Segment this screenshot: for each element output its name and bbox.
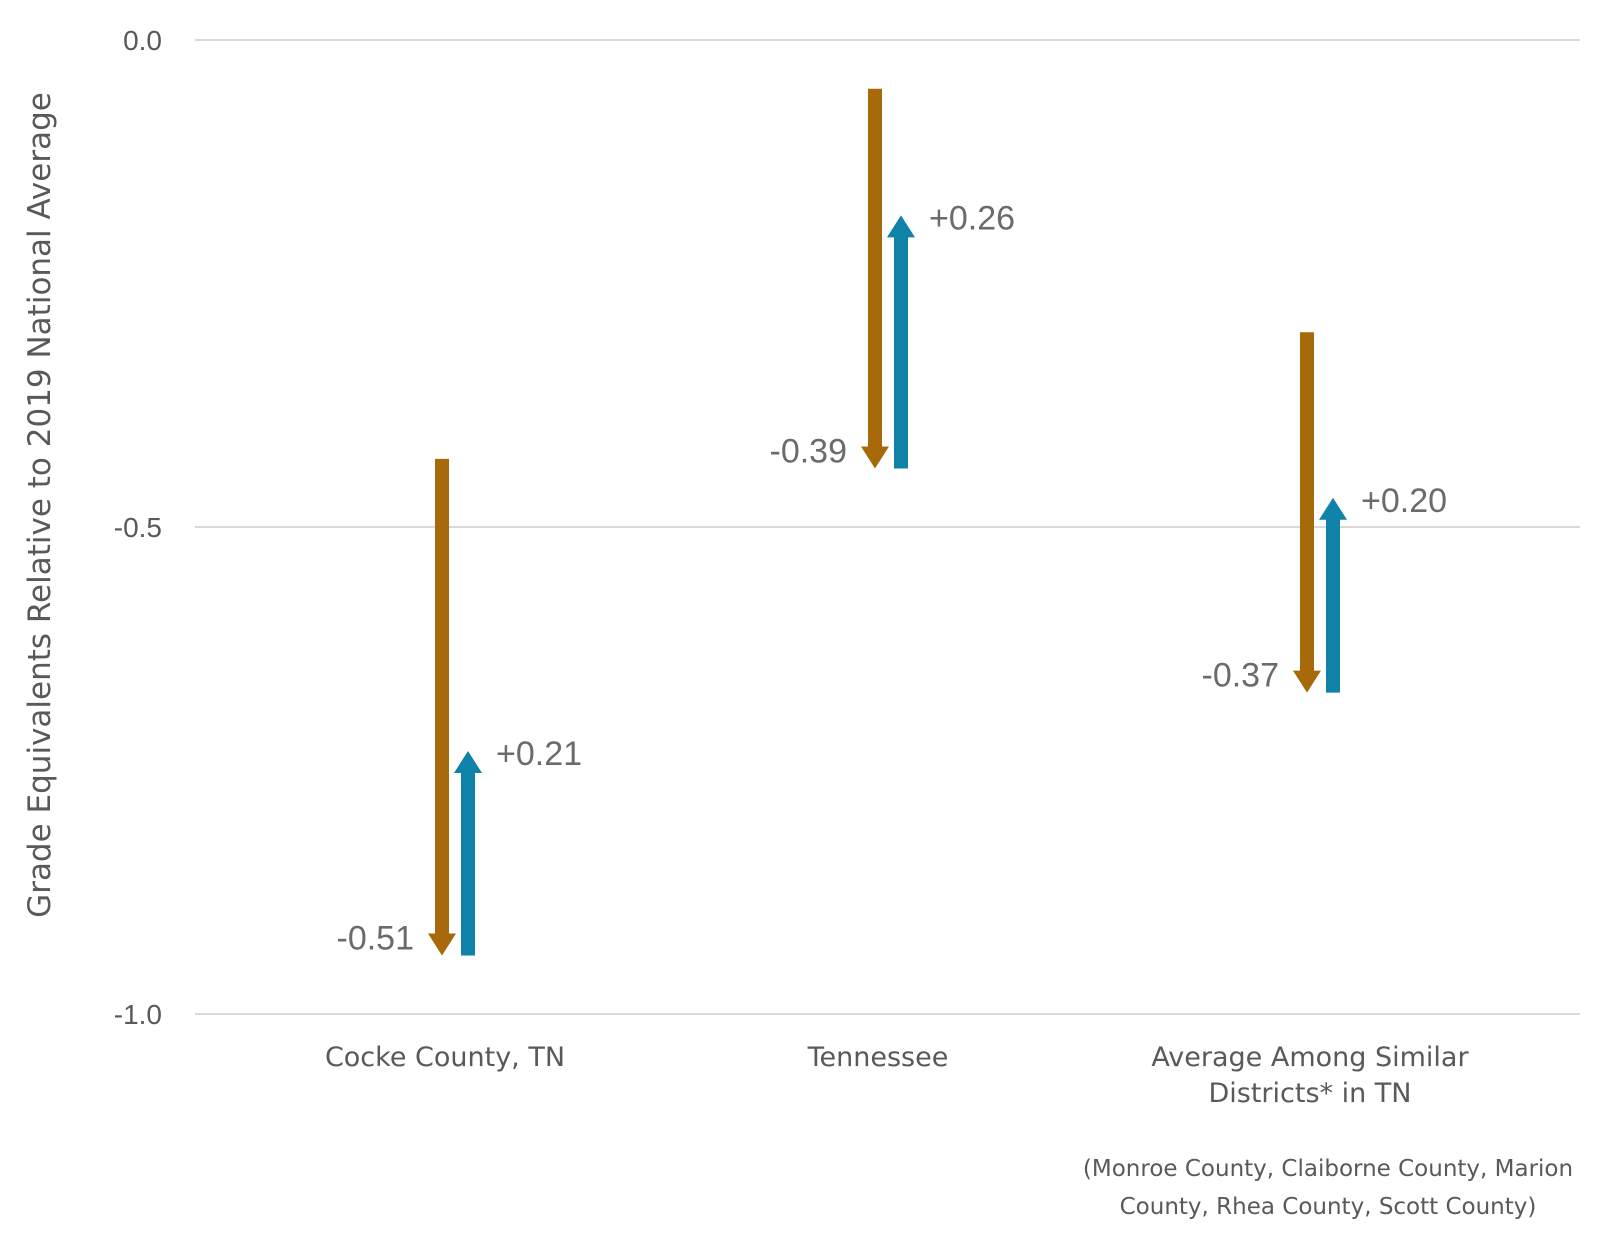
category-label: Districts* in TN — [1208, 1078, 1411, 1109]
decline-value-label: -0.39 — [770, 433, 848, 471]
y-axis-title: Grade Equivalents Relative to 2019 Natio… — [22, 92, 58, 918]
category-label: Average Among Similar — [1151, 1042, 1469, 1073]
decline-value-label: -0.37 — [1202, 657, 1280, 695]
decline-arrow — [428, 458, 456, 956]
y-axis-ticks: 0.0 -0.5 -1.0 — [114, 25, 162, 1030]
decline-arrow — [1293, 332, 1321, 693]
recovery-value-label: +0.20 — [1361, 482, 1447, 520]
arrows: -0.51 +0.21 -0.39 +0.26 -0.37 +0.20 — [337, 88, 1447, 958]
category-labels: Cocke County, TN Tennessee Average Among S… — [325, 1042, 1470, 1109]
decline-value-label: -0.51 — [337, 920, 415, 958]
gridlines — [195, 39, 1580, 1015]
footnote: (Monroe County, Claiborne County, Marion… — [1083, 1156, 1573, 1220]
category-label: Cocke County, TN — [325, 1042, 565, 1073]
decline-arrow — [861, 88, 889, 469]
recovery-arrow — [887, 215, 915, 469]
footnote-line: County, Rhea County, Scott County) — [1120, 1194, 1537, 1220]
footnote-line: (Monroe County, Claiborne County, Marion — [1083, 1156, 1573, 1182]
recovery-value-label: +0.26 — [929, 199, 1015, 237]
y-tick-label: 0.0 — [123, 25, 162, 56]
y-tick-label: -0.5 — [114, 512, 162, 543]
category-label: Tennessee — [807, 1042, 949, 1073]
y-tick-label: -1.0 — [114, 999, 162, 1030]
recovery-value-label: +0.21 — [496, 735, 582, 773]
recovery-arrow — [1319, 497, 1347, 693]
recovery-arrow — [454, 751, 482, 956]
